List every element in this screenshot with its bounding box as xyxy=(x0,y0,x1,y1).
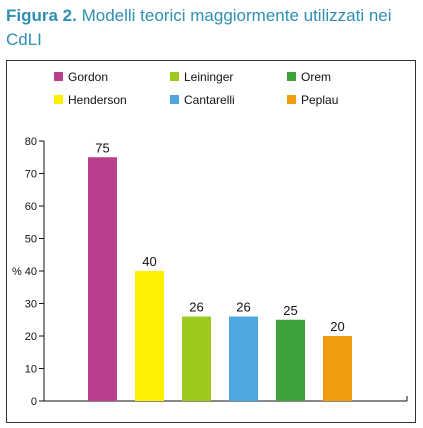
legend-label: Henderson xyxy=(68,93,127,107)
y-tick-label: 30 xyxy=(25,299,37,311)
legend-label: Orem xyxy=(301,70,331,84)
bar-henderson xyxy=(135,271,164,401)
bar-orem xyxy=(276,319,305,401)
legend-label: Cantarelli xyxy=(184,93,235,107)
y-tick-label: 80 xyxy=(25,136,37,148)
legend-swatch xyxy=(287,72,296,81)
bar-value-label: 25 xyxy=(283,303,297,318)
y-tick-label: 20 xyxy=(25,331,37,343)
bar-gordon xyxy=(88,157,117,401)
chart-legend: Gordon Leininger Orem Henderson Cantarelli Pe… xyxy=(54,70,338,107)
y-tick-label: 70 xyxy=(25,169,37,181)
legend-swatch xyxy=(170,72,179,81)
figure-label: Figura 2. xyxy=(6,6,77,25)
legend-swatch xyxy=(170,95,179,104)
legend-label: Peplau xyxy=(301,93,338,107)
bar-cantarelli xyxy=(229,316,258,401)
legend-swatch xyxy=(54,72,63,81)
y-axis-label: % xyxy=(12,266,22,278)
legend-label: Leininger xyxy=(184,70,233,84)
bar-value-label: 20 xyxy=(330,319,344,334)
bar-value-label: 26 xyxy=(189,300,203,315)
y-tick-label: 40 xyxy=(25,266,37,278)
chart-bars: 75 40 26 26 25 20 xyxy=(88,140,352,401)
y-tick-label: 0 xyxy=(31,396,37,408)
bar-leininger xyxy=(182,316,211,401)
legend-swatch xyxy=(287,95,296,104)
y-tick-label: 60 xyxy=(25,201,37,213)
legend-swatch xyxy=(54,95,63,104)
legend-label: Gordon xyxy=(68,70,108,84)
figure-caption: Figura 2. Modelli teorici maggiormente u… xyxy=(6,4,418,52)
bar-value-label: 75 xyxy=(95,140,109,155)
bar-value-label: 40 xyxy=(142,254,156,269)
bar-value-label: 26 xyxy=(236,300,250,315)
bar-peplau xyxy=(323,336,352,401)
y-tick-label: 10 xyxy=(25,364,37,376)
y-tick-label: 50 xyxy=(25,234,37,246)
figure-title: Modelli teorici maggiormente utilizzati … xyxy=(6,6,392,49)
